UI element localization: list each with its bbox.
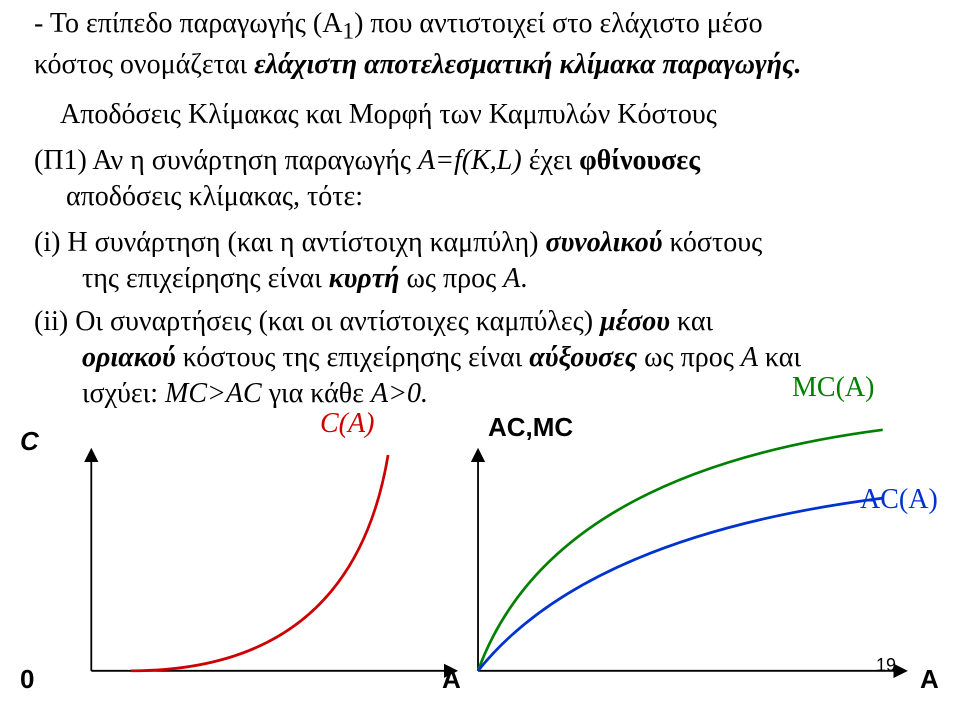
term-auxouses: αύξουσες — [529, 342, 637, 373]
term-mesou: μέσου — [600, 306, 670, 337]
term-fthinouses: φθίνουσες — [579, 145, 700, 176]
item-i-line-1: (i) Η συνάρτηση (και η αντίστοιχη καμπύλ… — [34, 225, 926, 261]
a-gt-0: A>0. — [371, 378, 428, 409]
var-A: A — [503, 263, 520, 294]
term-elaxisti: ελάχιστη αποτελεσματική κλίμακα παραγωγή… — [254, 49, 801, 80]
var-A: A — [741, 342, 758, 373]
page-number: 19 — [876, 655, 896, 676]
subscript: 1 — [342, 19, 354, 45]
prop-line-2: αποδόσεις κλίμακας, τότε: — [66, 179, 926, 215]
paragraph-1-line-1: - Το επίπεδο παραγωγής (A1) που αντιστοι… — [34, 6, 926, 47]
paragraph-1-line-2: κόστος ονομάζεται ελάχιστη αποτελεσματικ… — [34, 47, 926, 83]
text: (Π1) Αν η συνάρτηση παραγωγής — [34, 145, 418, 176]
right-axes — [478, 455, 901, 671]
text: ως προς — [637, 342, 741, 373]
item-ii-line-1: (ii) Οι συναρτήσεις (και οι αντίστοιχες … — [34, 304, 926, 340]
text: και — [670, 306, 713, 337]
text: ως προς — [400, 263, 504, 294]
text: (ii) Οι συναρτήσεις (και οι αντίστοιχες … — [34, 306, 600, 337]
curve-MC — [478, 430, 883, 671]
text: ) που αντιστοιχεί στο ελάχιστο μέσο — [354, 8, 763, 39]
axis-label-C: C — [20, 426, 39, 457]
prop-line-1: (Π1) Αν η συνάρτηση παραγωγής A=f(K,L) έ… — [34, 143, 926, 179]
heading: Αποδόσεις Κλίμακας και Μορφή των Καμπυλώ… — [60, 97, 926, 133]
left-axes — [91, 455, 451, 671]
formula-afkl: A=f(K,L) — [418, 145, 522, 176]
text: και — [758, 342, 801, 373]
text: . — [520, 263, 527, 294]
term-oriakou: οριακού — [82, 342, 176, 373]
item-i-line-2: της επιχείρησης είναι κυρτή ως προς A. — [82, 261, 926, 297]
heading-text: Αποδόσεις Κλίμακας και Μορφή των Καμπυλώ… — [60, 99, 717, 130]
curve-AC — [478, 498, 883, 671]
text: αποδόσεις κλίμακας, τότε: — [66, 181, 363, 212]
text: κόστος ονομάζεται — [34, 49, 254, 80]
curve-C — [131, 455, 388, 671]
page: - Το επίπεδο παραγωγής (A1) που αντιστοι… — [0, 0, 960, 708]
text: (i) Η συνάρτηση (και η αντίστοιχη καμπύλ… — [34, 227, 545, 258]
curve-label-MC: MC(A) — [792, 372, 874, 404]
text: κόστους της επιχείρησης είναι — [176, 342, 530, 373]
text: έχει — [522, 145, 579, 176]
inequality-mc: MC>AC — [165, 378, 262, 409]
item-ii-line-2: οριακού κόστους της επιχείρησης είναι αύ… — [82, 340, 926, 376]
text: - Το επίπεδο παραγωγής (A — [34, 8, 342, 39]
text: κόστους — [662, 227, 762, 258]
axis-label-zero: 0 — [20, 664, 34, 695]
chart-svg — [46, 428, 946, 696]
text: ισχύει: — [82, 378, 165, 409]
text: της επιχείρησης είναι — [82, 263, 329, 294]
term-synolikou: συνολικού — [545, 227, 662, 258]
text: για κάθε — [262, 378, 371, 409]
chart-area: C 0 A A AC,MC C(A) MC(A) AC(A) — [0, 408, 960, 708]
term-kyrti: κυρτή — [329, 263, 400, 294]
